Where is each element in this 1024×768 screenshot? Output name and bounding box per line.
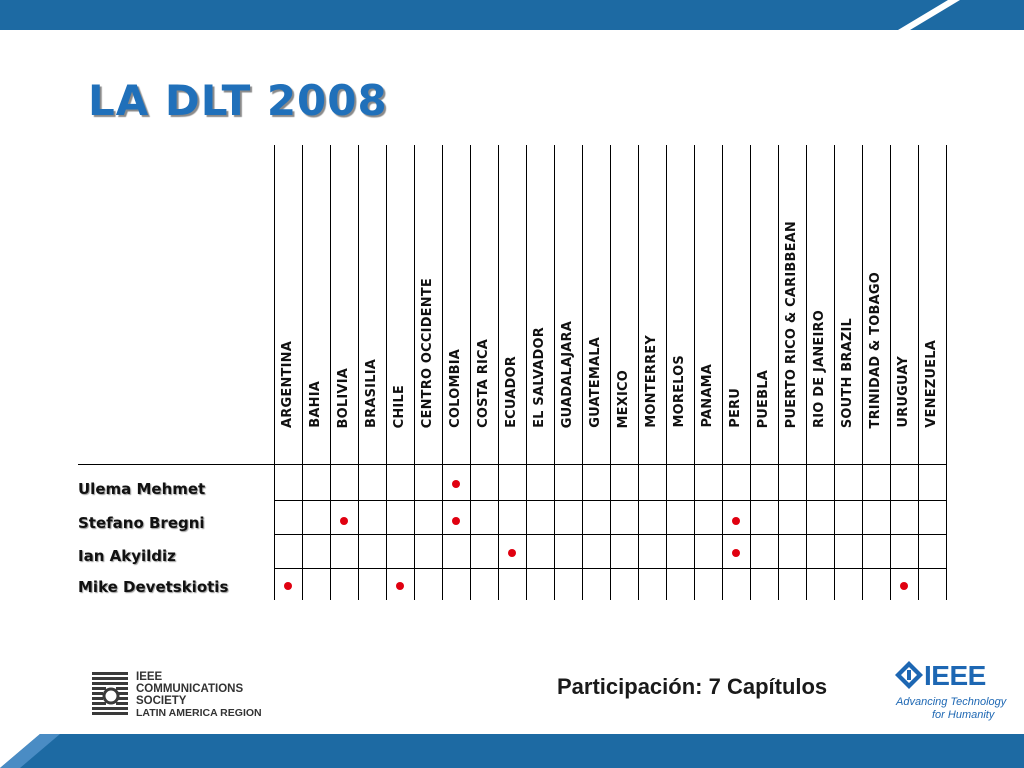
grid-vertical-line: [414, 145, 415, 600]
column-header: MORELOS: [672, 355, 687, 428]
column-header: PANAMA: [700, 364, 715, 428]
bottom-banner: [0, 734, 1024, 768]
participation-dot: [732, 549, 740, 557]
grid-vertical-line: [946, 145, 947, 600]
column-header: CENTRO OCCIDENTE: [420, 277, 435, 428]
grid-vertical-line: [554, 145, 555, 600]
comsoc-line-society: SOCIETY: [136, 695, 187, 707]
grid-vertical-line: [890, 145, 891, 600]
comsoc-line-ieee: IEEE: [136, 671, 163, 683]
grid-vertical-line: [498, 145, 499, 600]
participation-dot: [396, 582, 404, 590]
row-name: Ulema Mehmet: [78, 480, 206, 498]
grid-vertical-line: [694, 145, 695, 600]
column-header: ARGENTINA: [280, 341, 295, 428]
grid-vertical-line: [638, 145, 639, 600]
column-header: ECUADOR: [504, 356, 519, 428]
grid-vertical-line: [722, 145, 723, 600]
column-header: BAHIA: [308, 381, 323, 428]
column-header: BRASILIA: [364, 359, 379, 428]
comsoc-emblem-icon: [92, 672, 128, 718]
column-header: GUATEMALA: [588, 337, 603, 428]
grid-vertical-line: [442, 145, 443, 600]
participation-dot: [284, 582, 292, 590]
column-header: GUADALAJARA: [560, 320, 575, 428]
grid-vertical-line: [526, 145, 527, 600]
comsoc-line-communications: COMMUNICATIONS: [136, 683, 244, 695]
ieee-diamond-icon: [895, 661, 923, 689]
participation-dot: [508, 549, 516, 557]
ieee-tagline-2: for Humanity: [932, 709, 995, 721]
grid-vertical-line: [274, 145, 275, 600]
grid-vertical-line: [862, 145, 863, 600]
grid-vertical-line: [470, 145, 471, 600]
participation-dot: [340, 517, 348, 525]
top-banner: [0, 0, 1024, 30]
grid-vertical-line: [918, 145, 919, 600]
column-header: MONTERREY: [644, 335, 659, 428]
comsoc-line-region: LATIN AMERICA REGION: [136, 707, 262, 719]
row-name: Stefano Bregni: [78, 514, 205, 532]
participation-dot: [452, 517, 460, 525]
grid-vertical-line: [666, 145, 667, 600]
column-header: COLOMBIA: [448, 349, 463, 428]
participation-dot: [900, 582, 908, 590]
column-header: TRINIDAD & TOBAGO: [868, 271, 883, 428]
grid-vertical-line: [750, 145, 751, 600]
grid-vertical-line: [806, 145, 807, 600]
ieee-tagline-1: Advancing Technology: [896, 696, 1007, 708]
column-header: CHILE: [392, 384, 407, 428]
grid-vertical-line: [358, 145, 359, 600]
grid-vertical-line: [834, 145, 835, 600]
slide-title: LA DLT 2008: [88, 76, 388, 125]
column-header: EL SALVADOR: [532, 327, 547, 428]
grid-vertical-line: [330, 145, 331, 600]
grid-horizontal-line: [274, 568, 946, 569]
grid-vertical-line: [778, 145, 779, 600]
column-header: URUGUAY: [896, 356, 911, 428]
comsoc-latin-america-logo: IEEE COMMUNICATIONS SOCIETY LATIN AMERIC…: [92, 671, 262, 720]
column-header: BOLIVIA: [336, 367, 351, 428]
column-header: PUEBLA: [756, 369, 771, 428]
row-name: Ian Akyildiz: [78, 547, 176, 565]
grid-horizontal-line: [78, 464, 946, 465]
column-header: VENEZUELA: [924, 340, 939, 428]
grid-horizontal-line: [274, 534, 946, 535]
column-header: MEXICO: [616, 369, 631, 428]
grid-horizontal-line: [274, 500, 946, 501]
column-header: PERU: [728, 388, 743, 428]
column-header: PUERTO RICO & CARIBBEAN: [784, 220, 799, 428]
participation-dot: [452, 480, 460, 488]
grid-vertical-line: [610, 145, 611, 600]
grid-vertical-line: [386, 145, 387, 600]
participation-summary: Participación: 7 Capítulos: [557, 674, 828, 699]
row-name: Mike Devetskiotis: [78, 578, 229, 596]
ieee-logo: IEEE Advancing Technology for Humanity: [894, 660, 1007, 724]
grid-vertical-line: [582, 145, 583, 600]
ieee-wordmark: IEEE: [924, 660, 986, 691]
participation-dot: [732, 517, 740, 525]
column-header: RIO DE JANEIRO: [812, 310, 827, 428]
column-header: SOUTH BRAZIL: [840, 317, 855, 428]
column-header: COSTA RICA: [476, 339, 491, 428]
grid-vertical-line: [302, 145, 303, 600]
